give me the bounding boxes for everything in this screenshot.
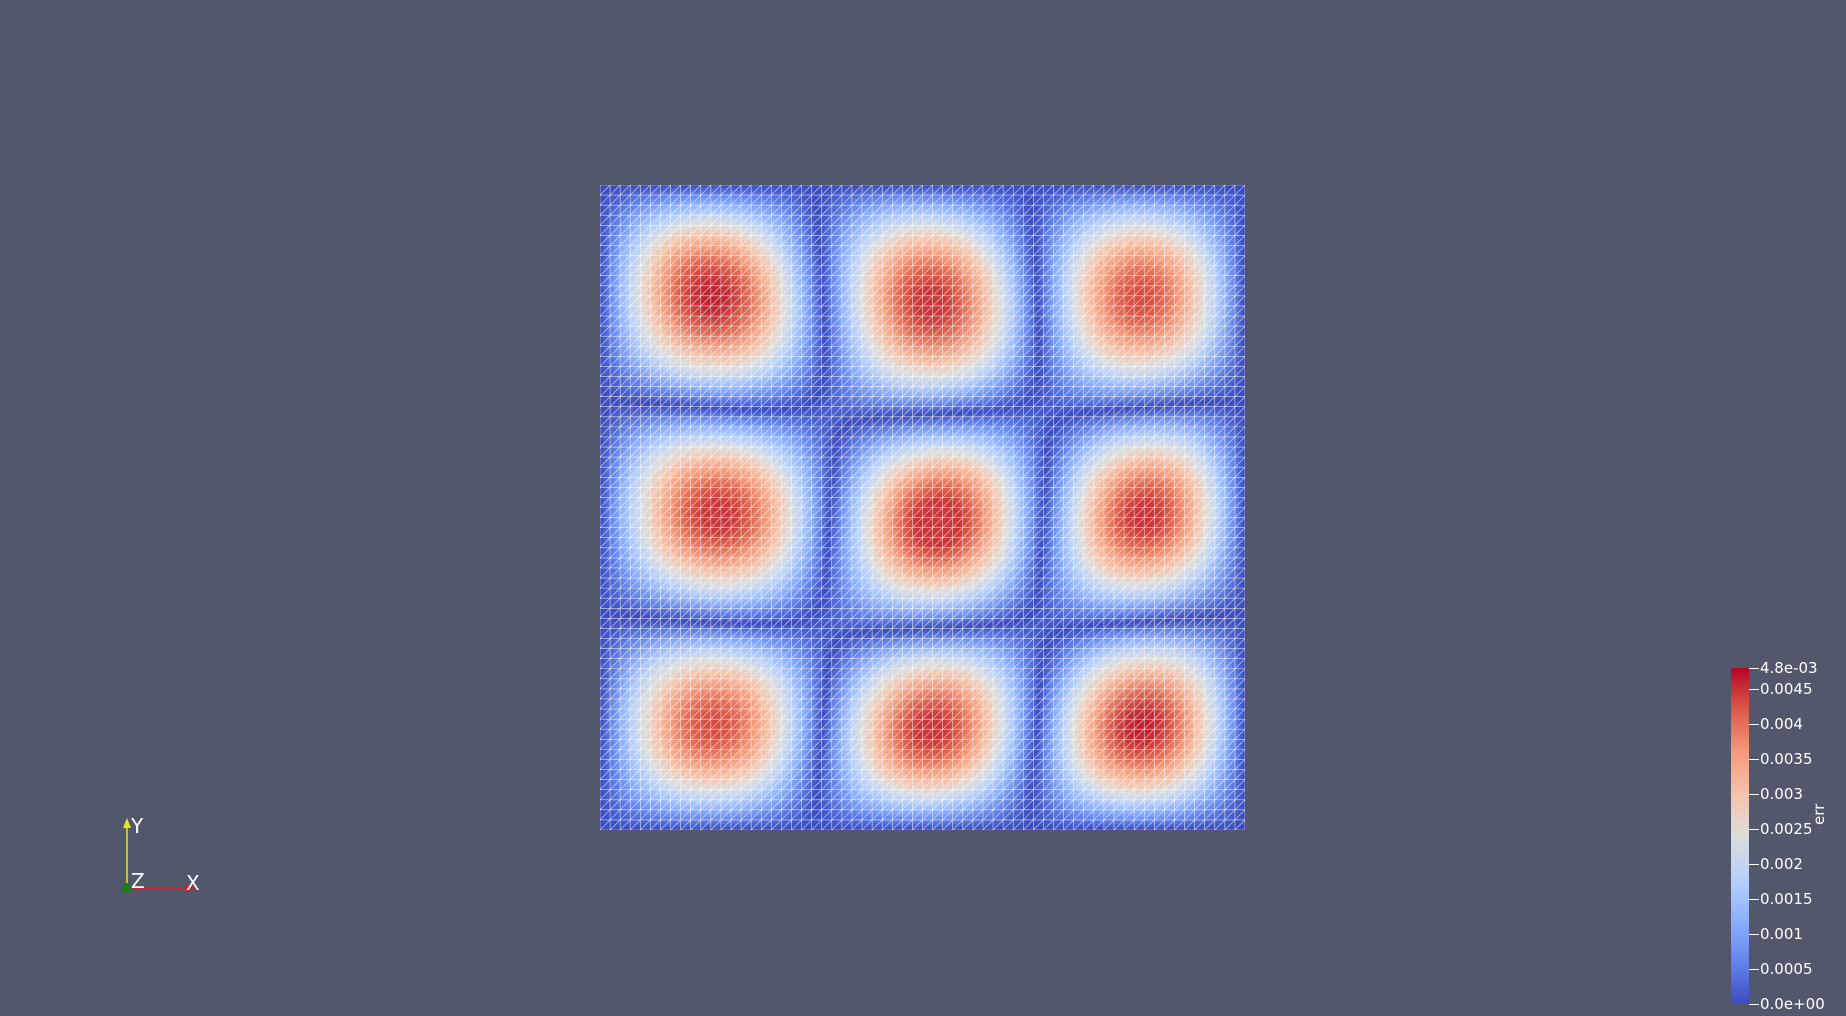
colorbar-tick-label: 0.003: [1760, 785, 1803, 803]
mesh-wireframe: [600, 185, 1245, 830]
colorbar-tick-label: 0.004: [1760, 715, 1803, 733]
colorbar: [1731, 668, 1749, 1004]
color-legend: 4.8e-03 0.0045 0.004 0.0035 0.003 0.0025 0.002…: [1720, 660, 1846, 1016]
colorbar-tick: [1749, 689, 1759, 690]
colorbar-tick: [1749, 899, 1759, 900]
z-axis-label: Z: [131, 869, 145, 893]
y-axis-label: Y: [130, 814, 144, 838]
colorbar-tick-label: 0.0015: [1760, 890, 1813, 908]
x-axis-arrow-icon: [186, 884, 196, 892]
orientation-axes: Y Z X: [122, 814, 200, 895]
colorbar-title: err: [1810, 803, 1828, 825]
colorbar-tick-label: 0.0005: [1760, 960, 1813, 978]
colorbar-tick: [1749, 668, 1759, 669]
colorbar-tick-label: 4.8e-03: [1760, 659, 1818, 677]
z-axis-point-icon: [122, 883, 132, 893]
y-axis-arrow-icon: [123, 818, 131, 828]
colorbar-tick: [1749, 829, 1759, 830]
colorbar-tick-label: 0.001: [1760, 925, 1803, 943]
mesh-edges: [600, 185, 1245, 830]
colorbar-tick: [1749, 969, 1759, 970]
colorbar-tick: [1749, 1004, 1759, 1005]
colorbar-tick-label: 0.0045: [1760, 680, 1813, 698]
colorbar-tick: [1749, 724, 1759, 725]
colorbar-tick-label: 0.0025: [1760, 820, 1813, 838]
x-axis-label: X: [186, 871, 200, 895]
colorbar-tick: [1749, 864, 1759, 865]
colorbar-tick: [1749, 759, 1759, 760]
colorbar-tick: [1749, 794, 1759, 795]
colorbar-tick-label: 0.0035: [1760, 750, 1813, 768]
colorbar-tick-label: 0.002: [1760, 855, 1803, 873]
colorbar-tick: [1749, 934, 1759, 935]
colorbar-tick-label: 0.0e+00: [1760, 995, 1825, 1013]
mesh-plot[interactable]: [600, 185, 1245, 830]
